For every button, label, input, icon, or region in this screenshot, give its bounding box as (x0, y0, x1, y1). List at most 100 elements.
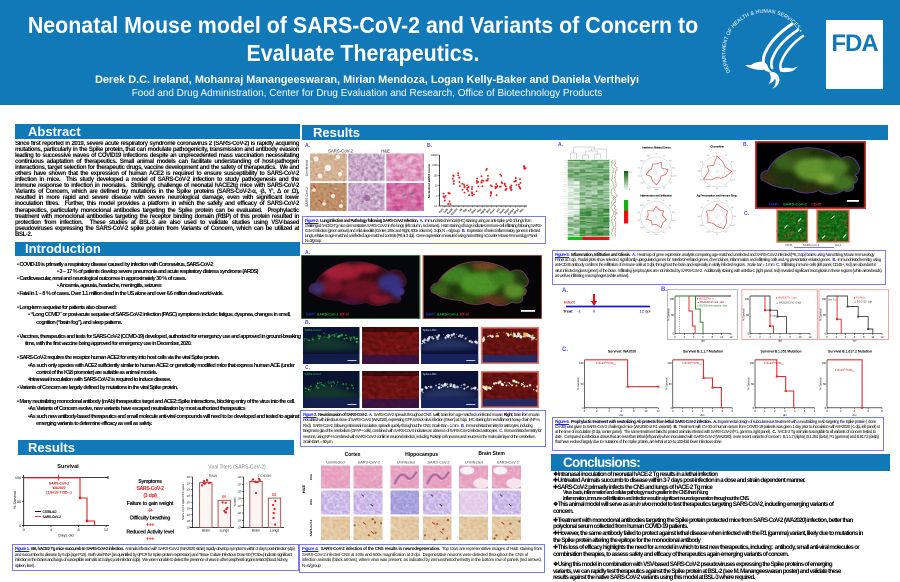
svg-text:dpi: dpi (853, 413, 857, 416)
svg-text:Brain: Brain (252, 529, 260, 533)
svg-text:Viral Titers (SARS-CoV-2): Viral Titers (SARS-CoV-2) (208, 465, 266, 471)
svg-text:2.5: 2.5 (629, 172, 633, 174)
svg-text:1.8x103TCID50: 1.8x103TCID50 (764, 361, 784, 366)
svg-text:Ccl5: Ccl5 (637, 175, 640, 177)
svg-text:12: 12 (730, 335, 733, 339)
svg-text:2: 2 (835, 335, 837, 339)
svg-text:Ifit3: Ifit3 (669, 204, 672, 207)
svg-text:Cxcl10: Cxcl10 (671, 220, 676, 222)
svg-text:6: 6 (814, 409, 816, 413)
svg-text:Survival B.1.617.2 Mutation: Survival B.1.617.2 Mutation (828, 350, 872, 354)
svg-text:Inflammation and Infiltration: Inflammation and Infiltration (640, 194, 672, 198)
svg-text:Ag Presentation and Immune Res: Ag Presentation and Immune Resp. (697, 194, 738, 198)
svg-text:103: 103 (238, 511, 242, 515)
svg-text:SARS-CoV-2 spike RNA copies: SARS-CoV-2 spike RNA copies (181, 483, 185, 520)
svg-text:4: 4 (693, 335, 695, 339)
svg-text:dpi: dpi (701, 339, 705, 343)
svg-text:Mx1: Mx1 (733, 216, 736, 218)
svg-text:▲ P.1/CV30 -1dpi: ▲ P.1/CV30 -1dpi (854, 301, 873, 304)
svg-text:-1: -1 (577, 309, 581, 314)
svg-text:RNA: RNA (209, 473, 218, 478)
svg-text:50: 50 (823, 382, 826, 386)
svg-text:H2-K1: H2-K1 (640, 205, 645, 207)
svg-text:SARS-CoV-2: SARS-CoV-2 (136, 486, 164, 492)
svg-text:Survival B.1.1.7 Mutation: Survival B.1.1.7 Mutation (683, 350, 723, 354)
svg-text:0: 0 (23, 528, 25, 532)
svg-text:0: 0 (748, 332, 750, 336)
svg-text:% Survival: % Survival (664, 377, 668, 390)
svg-text:% Survival: % Survival (819, 308, 823, 321)
svg-text:CD45: CD45 (811, 202, 822, 207)
svg-text:Normalized mRNA counts: Normalized mRNA counts (427, 163, 431, 198)
svg-text:0: 0 (749, 335, 751, 339)
svg-text:10: 10 (799, 335, 802, 339)
svg-text:10: 10 (871, 335, 874, 339)
svg-text:Treat: Treat (563, 309, 573, 314)
svg-text:103: 103 (187, 507, 191, 511)
svg-text:Uninfected: Uninfected (326, 461, 344, 465)
svg-text:CD45: CD45 (785, 243, 793, 247)
svg-text:0: 0 (826, 409, 828, 413)
svg-text:1: 1 (436, 195, 438, 198)
svg-text:Days old: Days old (58, 533, 74, 538)
svg-text:● WA2020/conv.plasma -1dpi: ● WA2020/conv.plasma -1dpi (697, 305, 727, 308)
svg-text:2: 2 (596, 409, 598, 413)
svg-text:4: 4 (608, 409, 610, 413)
svg-text:H2-K1: H2-K1 (640, 160, 645, 162)
svg-text:dpi: dpi (701, 413, 705, 416)
svg-text:8: 8 (633, 409, 635, 413)
svg-text:100: 100 (822, 361, 827, 365)
svg-text:Isg15: Isg15 (697, 171, 701, 173)
svg-text:Mx1: Mx1 (672, 167, 675, 169)
svg-text:0: 0 (825, 406, 827, 410)
svg-text:0: 0 (582, 406, 584, 410)
svg-text:Infect: Infect (564, 300, 575, 305)
svg-text:(3 dpi): (3 dpi) (143, 493, 157, 499)
svg-text:Stat1: Stat1 (647, 186, 651, 189)
svg-text:0: 0 (825, 332, 827, 336)
svg-text:Interferon Related Genes: Interferon Related Genes (642, 146, 671, 150)
svg-text:Il1b: Il1b (638, 167, 641, 169)
svg-text:12 dpi: 12 dpi (640, 309, 651, 314)
svg-text:Ccl2: Ccl2 (715, 153, 718, 155)
svg-text:Il6: Il6 (663, 200, 665, 202)
svg-text:Stat1: Stat1 (700, 178, 704, 181)
svg-text:6: 6 (732, 409, 734, 413)
svg-text:H&E: H&E (301, 484, 306, 493)
svg-text:+++: +++ (146, 537, 154, 543)
svg-text:1.8x104TCID50: 1.8x104TCID50 (682, 361, 702, 366)
svg-text:0: 0 (826, 335, 828, 339)
svg-text:0: 0 (753, 406, 755, 410)
svg-text:Oasl1: Oasl1 (706, 186, 710, 188)
svg-text:106: 106 (238, 490, 242, 494)
svg-text:0: 0 (754, 409, 756, 413)
svg-text:Tap1: Tap1 (647, 155, 651, 157)
svg-text:1: 1 (764, 409, 766, 413)
svg-text:10: 10 (645, 409, 648, 413)
svg-text:100: 100 (822, 297, 827, 301)
svg-text:Irf7: Irf7 (663, 187, 665, 189)
svg-text:Untr Tx₂: Untr Tx₂ (828, 299, 836, 302)
svg-text:ΔΔ: ΔΔ (272, 493, 277, 497)
svg-text:5: 5 (722, 409, 724, 413)
svg-text:SARS-CoV-2: SARS-CoV-2 (317, 313, 338, 317)
svg-text:Reduced Activity level: Reduced Activity level (126, 530, 174, 536)
svg-text:100: 100 (745, 297, 750, 301)
svg-text:50: 50 (17, 500, 21, 504)
svg-text:Hippocampus: Hippocampus (405, 452, 438, 458)
svg-text:Cxcl10: Cxcl10 (730, 179, 735, 181)
svg-text:Oasl1: Oasl1 (654, 189, 658, 191)
svg-text:105: 105 (187, 494, 191, 498)
svg-text:0: 0 (584, 409, 586, 413)
svg-text:Uninfected: Uninfected (397, 461, 415, 465)
svg-text:Stat1: Stat1 (700, 224, 704, 227)
svg-text:Isg15: Isg15 (641, 183, 645, 185)
svg-text:■ P.1/No tx: ■ P.1/No tx (854, 297, 866, 300)
svg-text:+++: +++ (146, 523, 154, 529)
svg-text:NF-H: NF-H (460, 313, 469, 317)
svg-text:Irf7: Irf7 (716, 234, 718, 236)
svg-text:SARS-CoV-2: SARS-CoV-2 (49, 482, 69, 486)
svg-text:Failure to gain weight: Failure to gain weight (127, 501, 174, 507)
svg-text:Iba-1: Iba-1 (835, 243, 842, 247)
svg-text:12: 12 (104, 528, 108, 532)
